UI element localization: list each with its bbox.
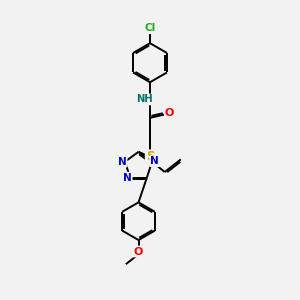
Text: O: O: [165, 108, 174, 118]
Text: N: N: [118, 157, 127, 167]
Text: O: O: [134, 247, 143, 256]
Text: N: N: [150, 156, 159, 166]
Text: N: N: [123, 172, 132, 183]
Text: Cl: Cl: [144, 23, 156, 33]
Text: S: S: [146, 150, 154, 164]
Text: NH: NH: [136, 94, 153, 104]
